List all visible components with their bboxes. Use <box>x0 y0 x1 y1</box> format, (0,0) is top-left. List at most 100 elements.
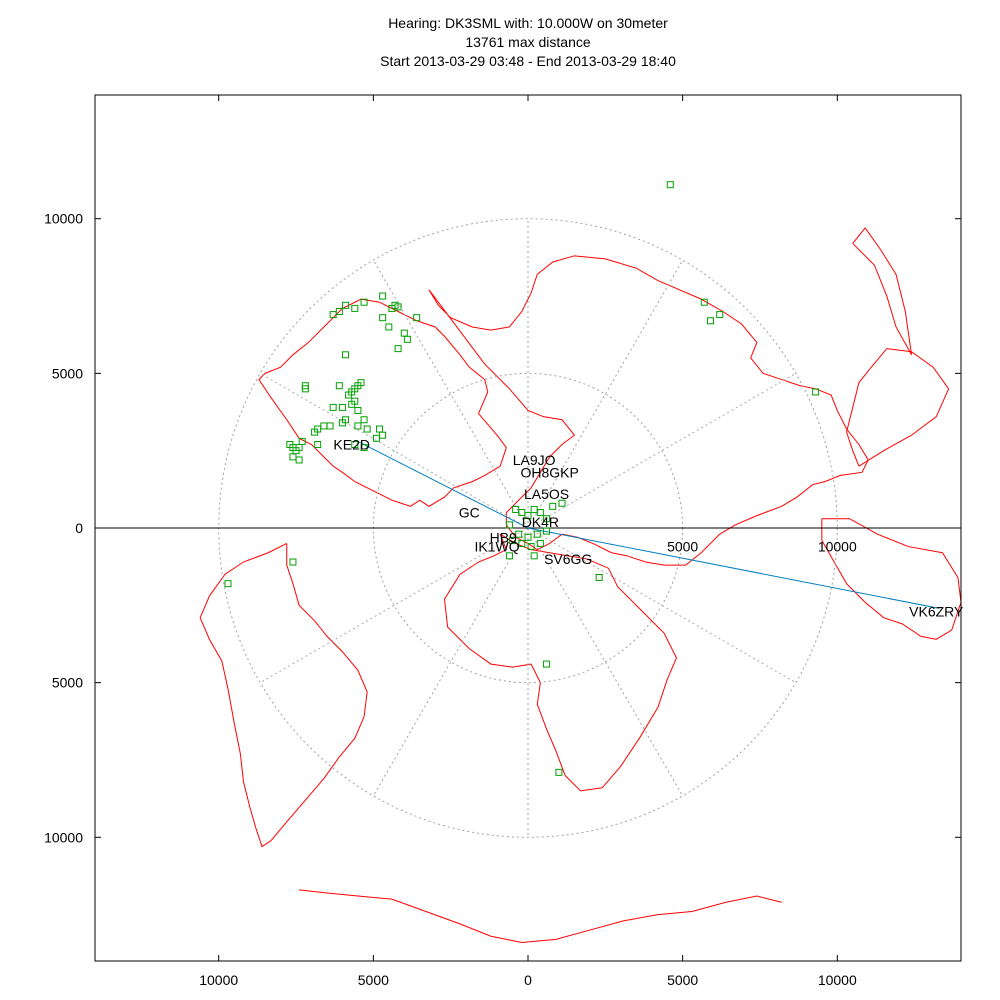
station-marker <box>524 512 532 520</box>
station-marker <box>286 440 294 448</box>
station-marker <box>812 388 820 396</box>
station-marker <box>301 382 309 390</box>
station-marker <box>329 311 337 319</box>
station-marker <box>558 499 566 507</box>
x-tick-label: 5000 <box>667 972 698 988</box>
station-marker <box>348 400 356 408</box>
station-marker <box>533 530 541 538</box>
station-marker <box>289 558 297 566</box>
callsign-label: VK6ZRY <box>909 604 964 620</box>
station-marker <box>543 660 551 668</box>
station-marker <box>320 422 328 430</box>
azimuth-spoke <box>259 527 529 684</box>
station-marker <box>354 406 362 414</box>
station-marker <box>314 440 322 448</box>
station-markers <box>224 181 820 776</box>
propagation-paths <box>357 440 940 609</box>
station-marker <box>360 444 368 452</box>
coastline-2 <box>443 533 678 792</box>
callsign-label: OH8GKP <box>520 464 578 480</box>
x-tick-label: 10000 <box>818 972 857 988</box>
inner-tick-label: 5000 <box>667 539 698 555</box>
station-marker <box>329 403 337 411</box>
station-marker <box>379 431 387 439</box>
station-marker <box>400 329 408 337</box>
azimuth-spoke <box>259 372 529 529</box>
title-line-1: Hearing: DK3SML with: 10.000W on 30meter <box>388 15 668 31</box>
y-tick-label: 10000 <box>44 211 83 227</box>
station-marker <box>530 552 538 560</box>
azimuth-spoke <box>527 259 684 529</box>
y-tick-label: 5000 <box>52 675 83 691</box>
path-0 <box>357 440 529 529</box>
station-marker <box>530 505 538 513</box>
station-marker <box>351 440 359 448</box>
x-tick-label: 5000 <box>358 972 389 988</box>
azimuth-spoke <box>527 527 797 684</box>
station-marker <box>342 301 350 309</box>
station-marker <box>509 536 517 544</box>
station-marker <box>360 416 368 424</box>
callsign-label: LA5OS <box>524 486 569 502</box>
station-marker <box>338 403 346 411</box>
azimuth-spoke <box>527 372 797 529</box>
station-marker <box>360 298 368 306</box>
callsign-label: HB9 <box>490 529 517 545</box>
station-marker <box>403 335 411 343</box>
path-1 <box>527 527 940 609</box>
callsign-label: GC <box>459 505 480 521</box>
station-marker <box>536 509 544 517</box>
station-marker <box>345 391 353 399</box>
callsign-label: SV6GG <box>544 551 592 567</box>
coastline-4 <box>821 518 962 640</box>
station-marker <box>413 314 421 322</box>
station-marker <box>335 308 343 315</box>
station-marker <box>351 304 359 312</box>
coastline-5 <box>846 348 950 467</box>
station-marker <box>335 382 343 390</box>
coastline-7 <box>299 889 782 943</box>
callsign-label: DK4R <box>522 514 559 530</box>
inner-tick-label: 10000 <box>818 539 857 555</box>
station-marker <box>527 543 535 551</box>
station-marker <box>311 428 319 436</box>
y-tick-label: 0 <box>75 520 83 536</box>
station-marker <box>700 298 708 306</box>
station-marker <box>385 323 393 331</box>
azimuth-spoke <box>527 527 684 797</box>
station-marker <box>295 456 303 464</box>
station-marker <box>549 502 557 510</box>
y-tick-label: 5000 <box>52 365 83 381</box>
coastlines <box>199 227 962 943</box>
azimuth-spoke <box>372 527 529 797</box>
title-line-2: 13761 max distance <box>465 34 591 50</box>
station-marker <box>518 539 526 547</box>
station-marker <box>363 425 371 433</box>
coastline-0 <box>258 298 507 507</box>
station-marker <box>342 351 350 359</box>
station-marker <box>716 311 724 319</box>
station-marker <box>224 580 232 588</box>
station-marker <box>372 434 380 442</box>
coastline-3 <box>199 543 368 848</box>
coastline-1 <box>428 255 869 566</box>
station-marker <box>354 422 362 430</box>
callsign-label: KE2D <box>333 436 370 452</box>
station-marker <box>338 419 346 427</box>
coastline-6 <box>852 227 913 356</box>
x-tick-label: 0 <box>524 972 532 988</box>
x-tick-label: 10000 <box>199 972 238 988</box>
station-marker <box>524 533 532 541</box>
azimuth-spoke <box>372 259 529 529</box>
title-line-3: Start 2013-03-29 03:48 - End 2013-03-29 … <box>380 53 676 69</box>
chart-title: Hearing: DK3SML with: 10.000W on 30meter… <box>0 14 1000 71</box>
station-marker <box>326 422 334 430</box>
station-marker <box>555 768 563 776</box>
station-marker <box>379 314 387 322</box>
station-marker <box>706 317 714 325</box>
station-marker <box>394 303 402 311</box>
station-marker <box>543 527 551 535</box>
station-marker <box>379 292 387 300</box>
